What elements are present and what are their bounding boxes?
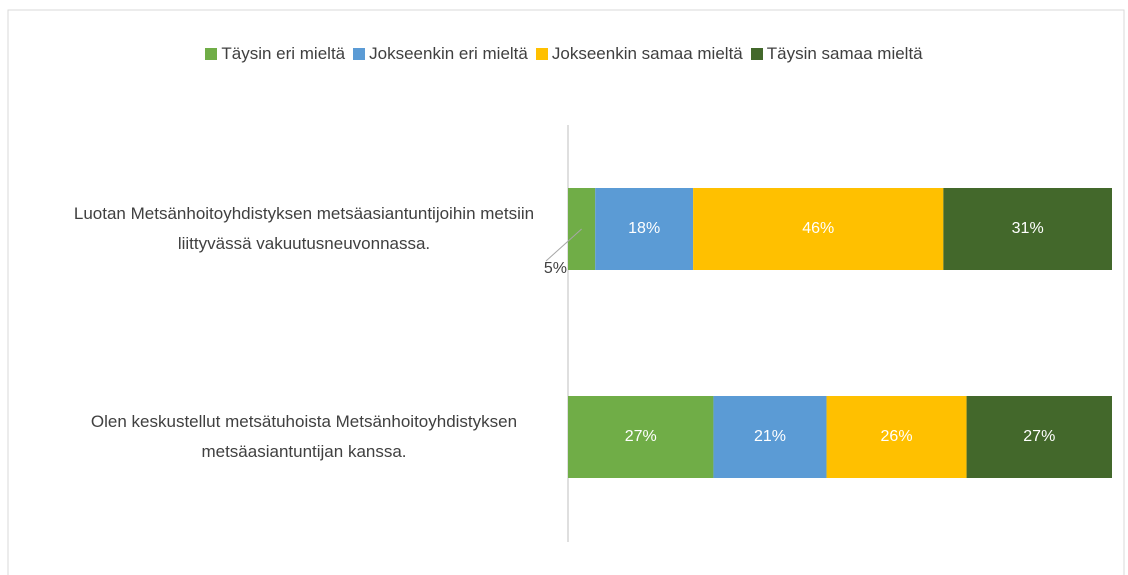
bar-segment (595, 188, 694, 270)
legend-label: Jokseenkin samaa mieltä (551, 44, 743, 63)
legend-item: Täysin eri mieltä (205, 44, 345, 64)
legend: Täysin eri mieltä Jokseenkin eri mieltä Jo… (0, 44, 1128, 64)
legend-swatch (535, 48, 548, 60)
legend-label: Täysin samaa mieltä (766, 44, 923, 63)
legend-swatch (353, 48, 366, 60)
bar-segment (966, 396, 1112, 478)
data-label: 31% (1012, 220, 1044, 237)
data-label: 27% (1023, 428, 1055, 445)
legend-item: Jokseenkin samaa mieltä (535, 44, 743, 64)
data-label: 5% (544, 260, 567, 277)
legend-swatch (205, 48, 218, 60)
leader-line (545, 228, 582, 262)
bar-segment (568, 396, 714, 478)
legend-label: Täysin eri mieltä (221, 44, 346, 63)
data-label: 21% (754, 428, 786, 445)
bar-segment (693, 188, 944, 270)
data-label: 26% (881, 428, 913, 445)
bar-segment (826, 396, 967, 478)
category-label: Olen keskustellut metsätuhoista Metsänho… (90, 412, 518, 461)
legend-item: Täysin samaa mieltä (750, 44, 923, 64)
bar-segment (943, 188, 1112, 270)
legend-swatch (750, 48, 763, 60)
legend-label: Jokseenkin eri mieltä (369, 44, 528, 63)
chart-border (7, 9, 1125, 575)
data-label: 27% (625, 428, 657, 445)
legend-item: Jokseenkin eri mieltä (353, 44, 528, 64)
data-label: 18% (628, 220, 660, 237)
bar-segment (713, 396, 827, 478)
data-label: 46% (802, 220, 834, 237)
category-label: Luotan Metsänhoitoyhdistyksen metsäasian… (73, 204, 535, 253)
